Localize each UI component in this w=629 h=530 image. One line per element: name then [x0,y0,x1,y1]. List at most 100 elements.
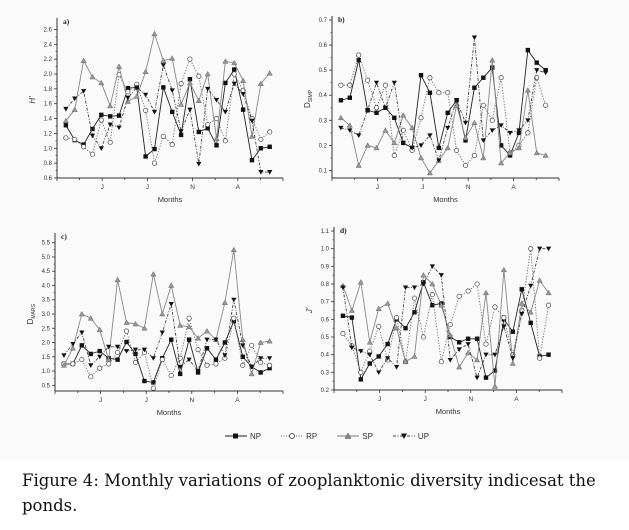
y-tick-label: 0.9 [321,264,330,270]
data-point-rp [483,341,489,347]
data-point-up [240,92,246,97]
data-point-rp [168,372,174,378]
caption-text: : Monthly variations of zooplanktonic di… [22,471,596,515]
data-point-sp [240,77,247,83]
data-point-up [80,89,87,94]
data-point-np [463,138,468,143]
data-point-up [340,285,346,291]
x-tick-label: N [190,184,195,191]
x-tick-label: A [235,397,240,404]
data-point-sp [545,289,552,296]
data-point-up [63,106,69,112]
data-point-np [367,361,372,366]
data-point-rp [418,115,424,121]
data-point-rp [365,77,371,83]
data-point-up [70,341,76,347]
data-point-np [223,80,228,86]
x-tick-label: A [514,396,519,403]
data-point-up [400,140,406,146]
series-line-rp [65,58,270,164]
data-point-sp [105,356,112,362]
data-point-up [204,337,210,343]
data-point-up [249,364,255,370]
series-line-np [340,48,546,157]
data-point-np [124,339,129,345]
data-point-rp [98,117,104,123]
data-point-up [501,324,507,329]
data-point-np [436,145,442,151]
data-point-up [465,342,471,347]
data-point-rp [474,281,480,287]
data-point-rp [72,136,78,142]
y-tick-label: 0.2 [321,388,330,394]
legend-label-np: NP [250,431,262,441]
legend-label-rp: RP [306,431,318,441]
data-point-rp [376,323,382,329]
data-point-sp [87,315,94,321]
data-point-sp [426,169,433,176]
x-tick-label: J [421,184,424,191]
data-point-sp [160,57,167,63]
data-point-rp [267,129,273,135]
data-point-sp [533,149,540,156]
data-point-np [519,287,524,292]
data-point-sp [373,144,380,151]
data-point-sp [515,144,522,151]
data-point-up [178,129,184,134]
axes-b: 0.1 0.2 0.3 0.4 0.5 0.6 0.7 J J N A Months DSIMP b) [303,15,560,204]
data-point-np [187,77,193,82]
data-point-np [340,313,346,318]
data-point-np [349,315,355,320]
data-point-np [258,370,263,375]
data-point-sp [411,353,418,359]
data-point-rp [445,90,451,96]
data-point-sp [204,70,211,77]
data-point-sp [357,279,364,285]
data-point-sp [168,282,175,288]
x-tick-label: N [189,397,194,404]
data-point-rp [88,374,94,380]
data-point-rp [347,82,353,88]
data-point-sp [375,305,382,311]
data-point-rp [159,357,165,363]
legend-label-up: UP [417,431,430,441]
data-point-sp [456,363,463,370]
series-line-np [63,319,270,383]
data-point-np [465,336,471,341]
data-point-up [507,130,513,136]
data-point-sp [248,133,256,139]
data-point-sp [348,307,355,313]
data-point-up [258,170,264,175]
y-tick-label: 2.0 [42,341,51,347]
data-point-sp [462,134,469,141]
data-point-up [438,273,444,278]
figure-caption: Figure 4: Monthly variations of zooplank… [22,468,622,518]
series-np [340,280,551,382]
x-tick-label: J [378,396,381,403]
data-point-sp [186,323,193,330]
data-point-np [115,357,120,362]
data-point-sp [417,154,425,161]
data-point-sp [151,30,158,37]
x-tick-label: N [468,396,473,403]
data-point-up [418,143,424,148]
data-point-sp [355,162,362,168]
series-line-up [63,299,270,373]
x-tick-label: J [146,184,149,191]
data-point-sp [429,280,436,287]
data-point-np [63,123,69,128]
data-point-sp [391,139,398,146]
data-point-sp [203,328,211,334]
data-point-np [205,126,210,131]
data-point-up [349,345,355,351]
data-point-rp [222,138,228,144]
data-point-np [151,380,156,385]
data-point-up [266,356,273,361]
data-point-np [358,377,364,382]
data-point-sp [266,70,273,76]
data-point-up [338,125,344,131]
y-tick-label: 3.5 [42,298,51,304]
y-tick-label: 1.1 [321,229,330,235]
data-point-np [492,368,498,373]
caption-label: Figure 4 [22,471,94,490]
